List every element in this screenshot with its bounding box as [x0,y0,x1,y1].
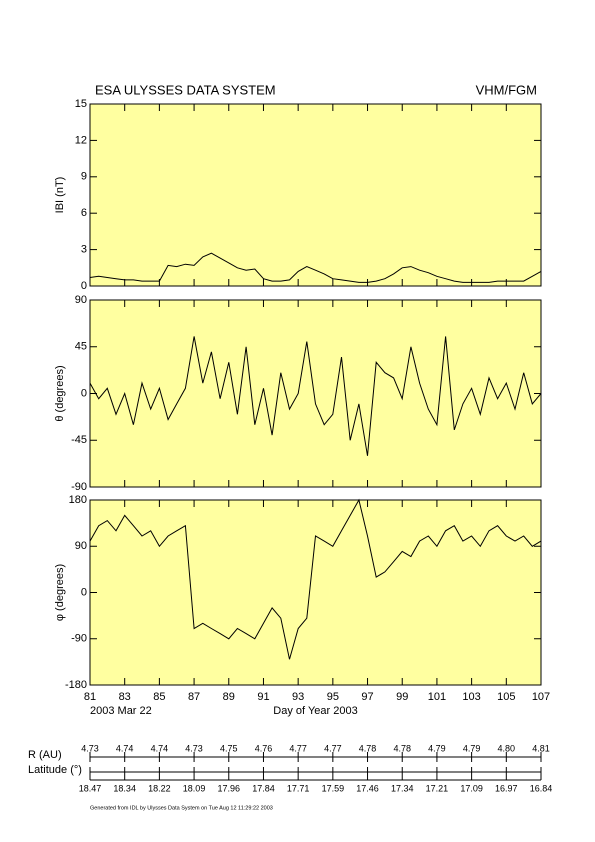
ephemeris-value: 4.76 [255,743,273,753]
x-tick-label: 103 [462,691,480,703]
y-tick-label: 0 [81,387,87,399]
ephemeris-value: 4.74 [116,743,134,753]
y-tick-label: 90 [75,294,87,306]
ephemeris-value: 4.75 [220,743,238,753]
x-tick-label: 97 [361,691,373,703]
plot-area [89,499,542,686]
ephemeris-value: 17.84 [252,783,275,793]
x-tick-label: 101 [428,691,446,703]
x-tick-label: 89 [223,691,235,703]
ephemeris-value: 18.22 [148,783,171,793]
ephemeris-value: 18.09 [183,783,206,793]
data-line [89,498,542,660]
y-tick-label: -180 [65,679,87,691]
y-tick-label: 6 [81,207,87,219]
y-tick-label: 9 [81,171,87,183]
x-tick-label: 93 [292,691,304,703]
plot-area [89,103,542,287]
ephemeris-value: 17.71 [287,783,310,793]
ephemeris-value: 4.80 [498,743,516,753]
ephemeris-value: 4.74 [151,743,169,753]
x-tick-label: 99 [396,691,408,703]
y-tick-label: 3 [81,244,87,256]
ephemeris-value: 17.59 [322,783,345,793]
header-title: ESA ULYSSES DATA SYSTEM [95,82,276,97]
y-axis-label: φ (degrees) [54,564,66,621]
ephemeris-value: 17.21 [426,783,449,793]
y-tick-label: 180 [69,494,87,506]
x-tick-label: 105 [497,691,515,703]
y-tick-label: 45 [75,341,87,353]
data-line [89,252,542,283]
footer: Generated from IDL by Ulysses Data Syste… [90,805,273,811]
ephemeris-value: 17.09 [460,783,483,793]
ephemeris-value: 4.78 [393,743,411,753]
ephemeris-value: 16.97 [495,783,518,793]
x-tick-label: 87 [188,691,200,703]
ephemeris-value: 4.79 [428,743,446,753]
x-tick-label: 91 [257,691,269,703]
y-tick-label: 0 [81,280,87,292]
ephemeris-value: 4.79 [463,743,481,753]
ephemeris-value: 17.34 [391,783,414,793]
x-tick-label: 107 [532,691,550,703]
y-tick-label: 0 [81,586,87,598]
ephemeris-value: 18.34 [113,783,136,793]
ephemeris-value: 4.78 [359,743,377,753]
ephemeris-label: R (AU) [28,749,62,761]
ephemeris-value: 4.77 [324,743,342,753]
y-axis-label: θ (degrees) [54,365,66,421]
x-tick-label: 81 [84,691,96,703]
y-axis-label: IBI (nT) [54,177,66,214]
data-line [89,336,542,456]
ephemeris-value: 16.84 [530,783,553,793]
y-tick-label: 15 [75,98,87,110]
ephemeris-value: 4.73 [81,743,99,753]
y-tick-label: -45 [71,434,87,446]
header-instrument: VHM/FGM [476,82,537,97]
ephemeris-value: 4.81 [532,743,550,753]
ephemeris-value: 17.46 [356,783,379,793]
ephemeris-value: 4.73 [185,743,203,753]
x-tick-label: 85 [153,691,165,703]
x-tick-label: 95 [327,691,339,703]
ephemeris-value: 17.96 [218,783,241,793]
y-tick-label: -90 [71,481,87,493]
ephemeris-label: Latitude (°) [28,764,82,776]
y-tick-label: -90 [71,633,87,645]
y-tick-label: 12 [75,134,87,146]
ephemeris-value: 18.47 [79,783,102,793]
y-tick-label: 90 [75,540,87,552]
x-axis-label: Day of Year 2003 [273,705,357,717]
ephemeris-value: 4.77 [289,743,307,753]
date-label: 2003 Mar 22 [90,705,152,717]
x-tick-label: 83 [119,691,131,703]
plot-area [89,299,542,488]
